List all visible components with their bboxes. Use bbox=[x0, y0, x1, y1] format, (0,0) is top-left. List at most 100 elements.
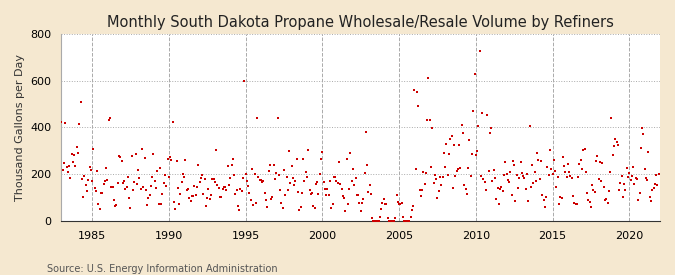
Point bbox=[105, 116, 115, 120]
Point bbox=[456, 123, 467, 128]
Point bbox=[80, 183, 91, 187]
Point bbox=[350, 176, 361, 180]
Point bbox=[366, 192, 377, 196]
Point bbox=[552, 174, 563, 179]
Point bbox=[647, 188, 657, 192]
Point bbox=[272, 116, 283, 120]
Point bbox=[385, 219, 396, 223]
Point bbox=[345, 150, 356, 155]
Point bbox=[315, 172, 325, 176]
Point bbox=[196, 173, 207, 178]
Point bbox=[466, 152, 477, 156]
Point bbox=[212, 183, 223, 187]
Point bbox=[585, 200, 595, 205]
Point bbox=[372, 219, 383, 223]
Point bbox=[166, 158, 177, 162]
Point bbox=[625, 178, 636, 182]
Point bbox=[622, 166, 632, 170]
Point bbox=[180, 158, 191, 163]
Point bbox=[608, 152, 618, 157]
Point bbox=[468, 109, 479, 113]
Point bbox=[261, 198, 271, 202]
Point bbox=[575, 158, 586, 163]
Point bbox=[151, 185, 161, 190]
Point bbox=[321, 193, 331, 197]
Point bbox=[547, 172, 558, 176]
Point bbox=[305, 192, 316, 196]
Point bbox=[292, 157, 302, 161]
Point bbox=[562, 161, 573, 166]
Point bbox=[97, 191, 108, 195]
Point bbox=[303, 148, 314, 152]
Point bbox=[597, 161, 608, 165]
Point bbox=[606, 116, 617, 120]
Text: Source: U.S. Energy Information Administration: Source: U.S. Energy Information Administ… bbox=[47, 264, 278, 274]
Point bbox=[450, 174, 461, 178]
Point bbox=[185, 199, 196, 203]
Point bbox=[129, 179, 140, 184]
Point bbox=[318, 180, 329, 184]
Point bbox=[188, 194, 198, 198]
Point bbox=[183, 187, 194, 191]
Point bbox=[189, 184, 200, 188]
Point bbox=[69, 153, 80, 158]
Point bbox=[425, 118, 435, 123]
Point bbox=[300, 169, 311, 174]
Point bbox=[186, 194, 197, 199]
Point bbox=[409, 88, 420, 93]
Point bbox=[598, 184, 609, 189]
Point bbox=[541, 195, 551, 199]
Point bbox=[588, 188, 599, 192]
Point bbox=[99, 179, 110, 183]
Point bbox=[98, 181, 109, 186]
Point bbox=[373, 219, 384, 223]
Point bbox=[415, 194, 426, 198]
Point bbox=[414, 188, 425, 192]
Point bbox=[618, 195, 628, 199]
Point bbox=[412, 89, 423, 94]
Point bbox=[400, 219, 411, 223]
Point bbox=[449, 143, 460, 147]
Point bbox=[525, 185, 536, 189]
Point bbox=[472, 148, 483, 153]
Point bbox=[225, 175, 236, 180]
Point bbox=[86, 168, 97, 172]
Point bbox=[126, 153, 137, 158]
Point bbox=[395, 202, 406, 207]
Point bbox=[213, 186, 224, 190]
Point bbox=[308, 204, 319, 208]
Point bbox=[579, 147, 590, 151]
Point bbox=[299, 179, 310, 183]
Point bbox=[435, 175, 446, 180]
Point bbox=[638, 132, 649, 136]
Point bbox=[645, 195, 655, 200]
Point bbox=[282, 188, 293, 192]
Point bbox=[481, 188, 491, 192]
Point bbox=[232, 204, 243, 208]
Point bbox=[271, 171, 281, 175]
Point bbox=[62, 170, 73, 175]
Point bbox=[502, 178, 513, 182]
Point bbox=[290, 178, 301, 183]
Point bbox=[162, 156, 173, 161]
Point bbox=[355, 209, 366, 213]
Point bbox=[555, 195, 566, 199]
Point bbox=[266, 196, 277, 201]
Point bbox=[254, 178, 265, 182]
Point bbox=[406, 208, 417, 212]
Point bbox=[296, 191, 307, 196]
Point bbox=[178, 172, 188, 176]
Point bbox=[566, 175, 577, 180]
Point bbox=[637, 126, 647, 130]
Point bbox=[175, 192, 186, 196]
Point bbox=[289, 183, 300, 187]
Point bbox=[465, 174, 476, 178]
Point bbox=[358, 196, 369, 201]
Point bbox=[392, 200, 403, 205]
Point bbox=[95, 207, 105, 211]
Point bbox=[381, 202, 392, 206]
Point bbox=[256, 178, 267, 183]
Point bbox=[202, 196, 213, 200]
Point bbox=[394, 202, 404, 207]
Point bbox=[442, 173, 453, 177]
